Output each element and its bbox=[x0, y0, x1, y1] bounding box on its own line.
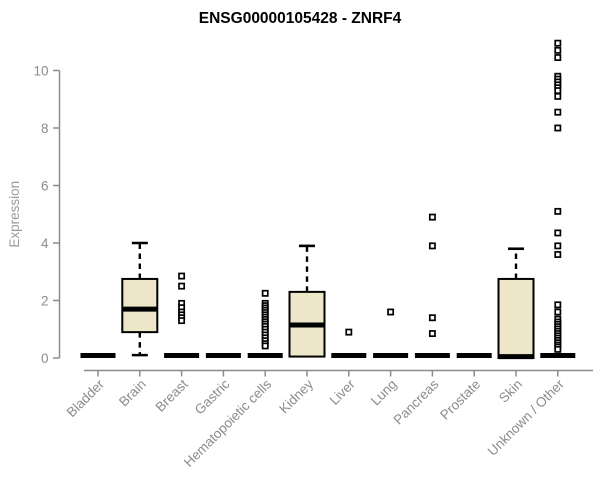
flat-median-bar bbox=[331, 353, 367, 358]
outlier-point bbox=[554, 39, 562, 47]
outlier-point bbox=[554, 54, 562, 62]
outlier-point bbox=[428, 330, 436, 338]
outlier-point bbox=[554, 124, 562, 132]
outlier-point bbox=[428, 314, 436, 322]
outlier-point bbox=[554, 301, 562, 309]
flat-median-bar bbox=[164, 353, 200, 358]
box bbox=[497, 277, 535, 359]
flat-median-bar bbox=[414, 353, 450, 358]
flat-median-bar bbox=[373, 353, 409, 358]
x-tick-label: Liver bbox=[327, 376, 359, 408]
outlier-point bbox=[554, 242, 562, 250]
x-tick-label: Bladder bbox=[64, 376, 108, 420]
outlier-point bbox=[554, 207, 562, 215]
outlier-point bbox=[554, 308, 562, 316]
x-tick-label: Lung bbox=[368, 377, 400, 409]
y-tick-label: 0 bbox=[41, 351, 49, 366]
flat-median-bar bbox=[205, 353, 241, 358]
outlier-point bbox=[178, 272, 186, 280]
outlier-point bbox=[554, 251, 562, 258]
outlier-point bbox=[554, 87, 562, 95]
outlier-point bbox=[428, 213, 436, 221]
outlier-point bbox=[428, 242, 436, 250]
outlier-point bbox=[554, 92, 562, 100]
x-tick-label: Pancreas bbox=[391, 376, 442, 427]
outlier-point bbox=[554, 229, 562, 237]
outlier-point bbox=[261, 342, 269, 350]
flat-median-bar bbox=[540, 353, 576, 358]
y-tick-label: 8 bbox=[41, 121, 49, 136]
outlier-point bbox=[261, 289, 269, 297]
outlier-point bbox=[554, 46, 562, 54]
x-tick-label: Kidney bbox=[276, 376, 316, 416]
outlier-point bbox=[554, 345, 562, 353]
outlier-point bbox=[554, 108, 562, 116]
x-tick-label: Brain bbox=[116, 377, 149, 410]
chart-title: ENSG00000105428 - ZNRF4 bbox=[199, 10, 402, 27]
y-tick-label: 2 bbox=[41, 293, 49, 308]
outlier-point bbox=[178, 317, 186, 325]
x-tick-label: Breast bbox=[153, 376, 191, 414]
outlier-point bbox=[387, 308, 395, 316]
x-tick-label: Gastric bbox=[192, 376, 233, 417]
x-tick-label: Skin bbox=[496, 377, 525, 406]
box bbox=[121, 277, 159, 334]
y-tick-label: 6 bbox=[41, 178, 49, 193]
y-axis-title: Expression bbox=[7, 181, 22, 248]
flat-median-bar bbox=[80, 353, 116, 358]
outlier-point bbox=[178, 282, 186, 290]
y-tick-label: 4 bbox=[41, 236, 49, 251]
y-tick-label: 10 bbox=[33, 63, 48, 78]
flat-median-bar bbox=[247, 353, 283, 358]
x-tick-label: Unknown / Other bbox=[485, 376, 568, 459]
x-tick-label: Prostate bbox=[437, 377, 483, 423]
outlier-point bbox=[345, 328, 353, 336]
flat-median-bar bbox=[456, 353, 492, 358]
